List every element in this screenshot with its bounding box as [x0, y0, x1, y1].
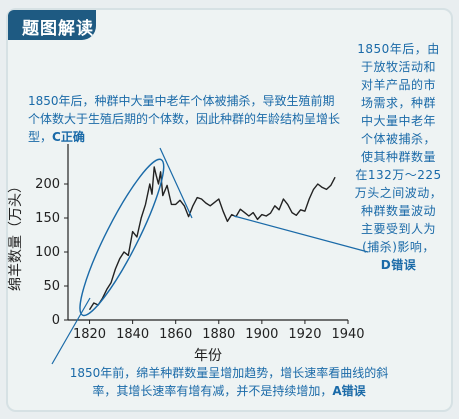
x-tick-label: 1920 [288, 327, 321, 342]
panel-title: 题图解读 [22, 19, 94, 39]
y-tick-label: 150 [35, 211, 60, 226]
leader-line-top [159, 147, 193, 219]
annotation-right-line: 于放牧活动和 [360, 60, 436, 74]
y-tick-label: 200 [35, 177, 60, 192]
x-tick-label: 1820 [73, 327, 106, 342]
x-tick-label: 1900 [245, 327, 278, 342]
annotation-right-line: 个体被捕杀， [360, 132, 436, 146]
annotation-right-line: 主要受到人为 [360, 222, 436, 236]
title-tab: 题图解读 [8, 10, 96, 40]
x-tick-label: 1940 [331, 327, 364, 342]
annotation-bottom-verdict: A错误 [332, 384, 366, 398]
analysis-panel: 题图解读 [6, 8, 453, 412]
population-line [88, 166, 336, 311]
x-tick-label: 1880 [202, 327, 235, 342]
leader-line-bottom [51, 297, 91, 365]
annotation-right-line: (捕杀)影响， [362, 240, 435, 254]
annotation-right-line: 万头之间波动， [354, 186, 443, 200]
annotation-right-line: 种群数量波动 [360, 204, 436, 218]
leader-line-right [233, 215, 369, 253]
annotation-bottom-line: 率，其增长速率有增有减，并不是持续增加，A错误 [92, 384, 366, 398]
y-axis-title: 绵羊数量（万头） [7, 179, 24, 291]
annotation-bottom: 1850年前，绵羊种群数量呈增加趋势，增长速率看曲线的斜 率，其增长速率有增有减… [14, 364, 444, 400]
x-tick-label: 1860 [159, 327, 192, 342]
annotation-right-verdict: D错误 [380, 258, 417, 272]
x-tick-label: 1840 [116, 327, 149, 342]
annotation-top-text: 1850年后，种群中大量中老年个体被捕杀，导致生殖前期个体数大于生殖后期的个体数… [28, 94, 341, 144]
y-tick-label: 100 [35, 245, 60, 260]
annotation-bottom-line: 1850年前，绵羊种群数量呈增加趋势，增长速率看曲线的斜 [69, 366, 389, 380]
annotation-top-verdict: C正确 [52, 130, 85, 144]
annotation-right-line: 对羊产品的市 [360, 78, 436, 92]
annotation-right-line: 1850年后，由 [357, 42, 440, 56]
y-tick-label: 50 [43, 279, 60, 294]
annotation-top: 1850年后，种群中大量中老年个体被捕杀，导致生殖前期个体数大于生殖后期的个体数… [28, 92, 344, 146]
x-axis-title: 年份 [194, 348, 222, 364]
annotation-right-line: 中大量中老年 [360, 114, 436, 128]
annotation-right: 1850年后，由 于放牧活动和 对羊产品的市 场需求，种群 中大量中老年 个体被… [346, 40, 451, 274]
annotation-right-line: 在132万～225 [355, 168, 442, 182]
highlight-ellipse [79, 158, 165, 317]
annotation-right-line: 使其种群数量 [360, 150, 436, 164]
y-tick-label: 0 [52, 313, 60, 328]
annotation-right-line: 场需求，种群 [360, 96, 436, 110]
